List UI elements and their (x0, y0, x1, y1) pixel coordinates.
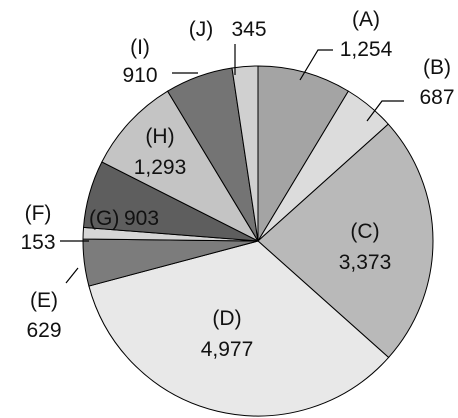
slice-label-e: (E) (30, 289, 58, 312)
leader-line-a (299, 49, 333, 81)
slice-label-g: (G) (89, 207, 119, 230)
slice-label-d: (D) (212, 307, 241, 330)
slice-label-h: (H) (145, 125, 174, 148)
pie-slice-d (88, 240, 390, 417)
slice-value-g: 903 (124, 207, 159, 230)
slice-value-a: 1,254 (340, 38, 393, 61)
leader-line-e (65, 267, 79, 284)
slice-label-i: (I) (130, 36, 150, 59)
slice-value-d: 4,977 (201, 338, 254, 361)
pie-slice-c (257, 123, 434, 358)
slice-label-j: (J) (189, 18, 214, 41)
slice-value-b: 687 (419, 86, 454, 109)
slice-value-h: 1,293 (134, 156, 187, 179)
leader-line-b (366, 100, 404, 122)
label-leader-lines (60, 44, 404, 284)
pie-slices (82, 65, 434, 417)
slice-value-i: 910 (122, 64, 157, 87)
slice-value-f: 153 (20, 231, 55, 254)
slice-label-f: (F) (25, 202, 52, 225)
slice-value-j: 345 (231, 18, 266, 41)
pie-slice-h (101, 90, 259, 242)
slice-value-c: 3,373 (339, 251, 392, 274)
pie-slice-j (231, 65, 259, 242)
slice-label-b: (B) (423, 56, 451, 79)
slice-labels: (A) 1,254 (B) 687 (C) 3,373 (D) 4,977 (E) 629 (F) 1… (20, 8, 454, 361)
slice-value-e: 629 (26, 319, 61, 342)
slice-label-c: (C) (350, 220, 379, 243)
slice-label-a: (A) (352, 8, 380, 31)
